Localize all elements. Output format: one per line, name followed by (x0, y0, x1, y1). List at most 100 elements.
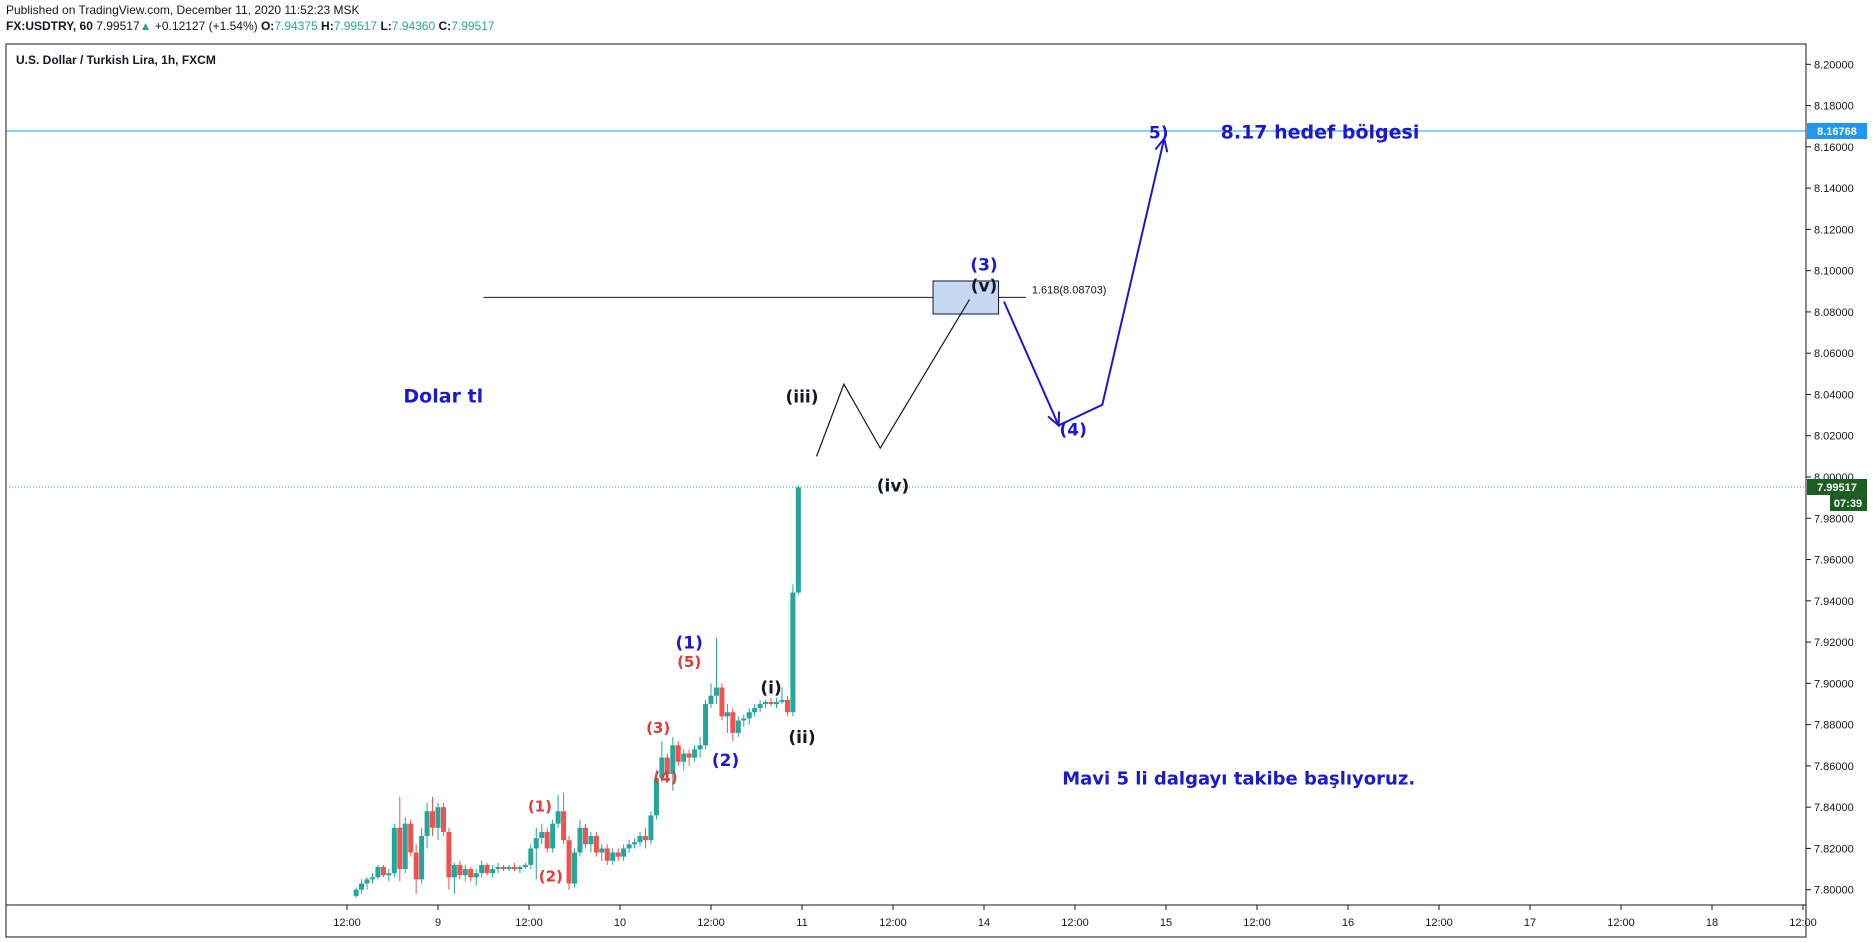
candle-body (664, 757, 670, 775)
x-tick-label: 12:00 (333, 917, 361, 929)
candle-body (359, 883, 365, 890)
x-tick-label: 12:00 (1789, 917, 1817, 929)
candle-body (424, 811, 430, 837)
candle-body (697, 745, 703, 750)
wave4-arrowhead (1047, 411, 1061, 428)
candle-body (435, 807, 441, 828)
y-tick-label: 8.04000 (1814, 389, 1854, 401)
candle-body (648, 815, 654, 841)
candle-body (539, 831, 545, 839)
wave-label: (3) (646, 719, 670, 737)
candle-body (364, 879, 370, 884)
candle-body (369, 877, 375, 880)
candle-body (566, 840, 572, 884)
candle-body (380, 866, 386, 876)
candle-body (522, 864, 528, 867)
candle-body (440, 807, 446, 832)
countdown-badge: 07:39 (1834, 498, 1862, 510)
ohlc-line: FX:USDTRY, 60 7.99517▲ +0.12127 (+1.54%)… (6, 18, 495, 34)
candle-body (451, 864, 457, 878)
candle-body (468, 869, 474, 878)
open-value: 7.94375 (274, 19, 318, 33)
candle-body (550, 823, 556, 849)
projected-subwave-path (815, 299, 970, 457)
x-tick-label: 12:00 (697, 917, 725, 929)
candle-body (708, 695, 714, 704)
candle-body (593, 836, 599, 853)
price-axis[interactable]: 8.20000 8.18000 8.16000 8.14000 8.12000 8.100… (1806, 59, 1854, 897)
candle-body (375, 866, 381, 878)
annotation-text: Dolar tl (403, 386, 483, 408)
annotation-text: 8.17 hedef bölgesi (1221, 122, 1420, 144)
wave-label: (2) (712, 751, 739, 771)
x-tick-label: 12:00 (1061, 917, 1089, 929)
candle-body (484, 864, 490, 874)
candle-body (626, 844, 632, 849)
published-line: Published on TradingView.com, December 1… (6, 3, 360, 17)
candle-body (511, 866, 517, 870)
y-tick-label: 7.90000 (1814, 678, 1854, 690)
wave-label: 5) (1149, 124, 1169, 144)
y-tick-label: 8.14000 (1814, 183, 1854, 195)
x-tick-label: 12:00 (1607, 917, 1635, 929)
y-tick-label: 7.80000 (1814, 885, 1854, 897)
target-price-badge-bg (1807, 123, 1867, 140)
x-tick-label: 18 (1706, 917, 1718, 929)
wave-label: (v) (971, 276, 998, 296)
candle-body (784, 699, 790, 713)
candle-body (490, 869, 496, 874)
y-tick-label: 8.06000 (1814, 348, 1854, 360)
annotation-text: Mavi 5 li dalgayı takibe başlıyoruz. (1062, 768, 1415, 789)
candle-body (774, 701, 780, 704)
candle-body (506, 866, 512, 870)
candle-body (659, 757, 665, 779)
candle-body (637, 836, 643, 843)
x-tick-label: 12:00 (515, 917, 543, 929)
open-label: O: (260, 19, 275, 33)
x-tick-label: 15 (1160, 917, 1172, 929)
price-change: +0.12127 (+1.54%) (154, 19, 258, 33)
candle-body (730, 712, 736, 733)
candles-layer (353, 485, 801, 898)
low-label: L: (380, 19, 392, 33)
candle-body (408, 823, 414, 853)
chart-header: Published on TradingView.com, December 1… (6, 2, 495, 34)
candle-body (790, 592, 796, 713)
wave-label: (1) (675, 633, 702, 653)
candle-body (397, 827, 403, 870)
candle-body (386, 873, 392, 876)
target-price-badge: 8.16768 (1817, 126, 1857, 138)
candle-body (528, 848, 534, 865)
wave-label: (3) (970, 256, 997, 276)
current-price-badge: 7.99517 (1817, 482, 1857, 494)
y-tick-label: 7.88000 (1814, 720, 1854, 732)
candle-body (577, 827, 583, 853)
x-tick-label: 12:00 (879, 917, 907, 929)
y-tick-label: 7.94000 (1814, 596, 1854, 608)
y-tick-label: 7.84000 (1814, 802, 1854, 814)
y-tick-label: 7.92000 (1814, 637, 1854, 649)
high-label: H: (321, 19, 334, 33)
candle-body (533, 838, 539, 849)
candle-body (462, 869, 468, 876)
candle-body (703, 703, 709, 746)
wave-label: (i) (760, 679, 781, 699)
candle-body (588, 836, 594, 845)
close-label: C: (438, 19, 452, 33)
wave-label: (iv) (877, 476, 909, 496)
candle-body (724, 712, 730, 717)
candle-body (501, 866, 507, 870)
y-tick-label: 8.02000 (1814, 431, 1854, 443)
x-tick-label: 10 (614, 917, 626, 929)
candle-body (572, 852, 577, 884)
candle-body (632, 842, 638, 845)
candle-body (555, 811, 561, 824)
candle-body (495, 866, 501, 870)
candle-body (763, 701, 769, 704)
candle-body (735, 720, 741, 733)
y-tick-label: 8.18000 (1814, 101, 1854, 113)
y-tick-label: 7.96000 (1814, 555, 1854, 567)
y-tick-label: 8.16000 (1814, 142, 1854, 154)
time-axis[interactable]: 12:00 9 12:00 10 12:00 11 12:00 14 12:00 15 12:00 1… (333, 905, 1876, 929)
